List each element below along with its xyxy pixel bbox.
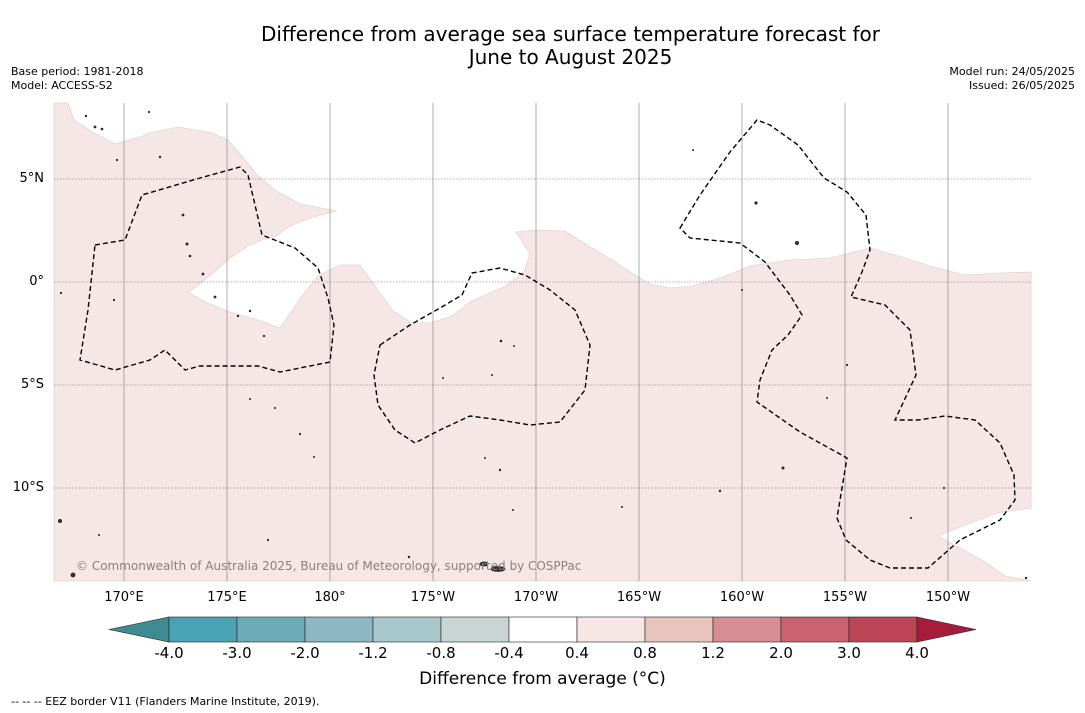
colorbar-swatch [236, 616, 306, 643]
colorbar-swatch [780, 616, 850, 643]
colorbar-tick-label: 1.2 [701, 644, 725, 662]
colorbar-tick-label: -3.0 [222, 644, 252, 662]
lon-tick-170w: 170°W [513, 590, 559, 605]
issued-date: Issued: 26/05/2025 [968, 79, 1075, 92]
colorbar-tick-label: -0.8 [426, 644, 456, 662]
colorbar-tick-label: 4.0 [905, 644, 929, 662]
map-title-line-2: June to August 2025 [468, 45, 673, 69]
colorbar [108, 616, 977, 643]
lon-tick-155w: 155°W [822, 590, 868, 605]
meta-right: Model run: 24/05/2025 Issued: 26/05/2025 [949, 65, 1075, 93]
colorbar-tick-label: -0.4 [494, 644, 524, 662]
colorbar-extend-high [916, 616, 977, 643]
colorbar-tick-label: 3.0 [837, 644, 861, 662]
graticule [54, 178, 1031, 489]
colorbar-tick-label: -4.0 [154, 644, 184, 662]
map-title-line-1: Difference from average sea surface temp… [260, 22, 880, 46]
colorbar-swatch [168, 616, 238, 643]
lon-tick-160w: 160°W [719, 590, 765, 605]
model-name: Model: ACCESS-S2 [11, 79, 113, 92]
meridians [123, 103, 949, 581]
model-run: Model run: 24/05/2025 [949, 65, 1075, 78]
colorbar-swatch [848, 616, 918, 643]
eez-footnote: -- -- -- EEZ border V11 (Flanders Marine… [11, 695, 320, 708]
copyright-notice: © Commonwealth of Australia 2025, Bureau… [76, 559, 582, 573]
colorbar-swatch [644, 616, 714, 643]
anomaly-region [53, 102, 1032, 582]
colorbar-title: Difference from average (°C) [419, 669, 666, 689]
lon-tick-180: 180° [314, 590, 346, 605]
lon-tick-170e: 170°E [104, 590, 144, 605]
colorbar-tick-label: 0.4 [565, 644, 589, 662]
colorbar-swatch [508, 616, 578, 643]
lon-tick-165w: 165°W [616, 590, 662, 605]
colorbar-tick-label: 2.0 [769, 644, 793, 662]
meta-left: Base period: 1981-2018 Model: ACCESS-S2 [11, 65, 143, 93]
colorbar-swatch [712, 616, 782, 643]
lat-tick-5s: 5°S [20, 377, 44, 392]
lat-tick-10s: 10°S [12, 480, 44, 495]
colorbar-tick-label: 0.8 [633, 644, 657, 662]
lon-tick-175w: 175°W [410, 590, 456, 605]
eez-borders [79, 119, 1016, 569]
lat-tick-5n: 5°N [19, 171, 45, 186]
colorbar-extend-low [108, 616, 170, 643]
colorbar-swatch [440, 616, 510, 643]
colorbar-tick-label: -2.0 [290, 644, 320, 662]
lon-tick-175e: 175°E [207, 590, 247, 605]
colorbar-swatch [576, 616, 646, 643]
lat-tick-0: 0° [29, 274, 44, 289]
colorbar-tick-label: -1.2 [358, 644, 388, 662]
islands [58, 110, 1028, 580]
base-period: Base period: 1981-2018 [11, 65, 144, 78]
lon-tick-150w: 150°W [925, 590, 971, 605]
colorbar-swatch [304, 616, 374, 643]
colorbar-swatch [372, 616, 442, 643]
